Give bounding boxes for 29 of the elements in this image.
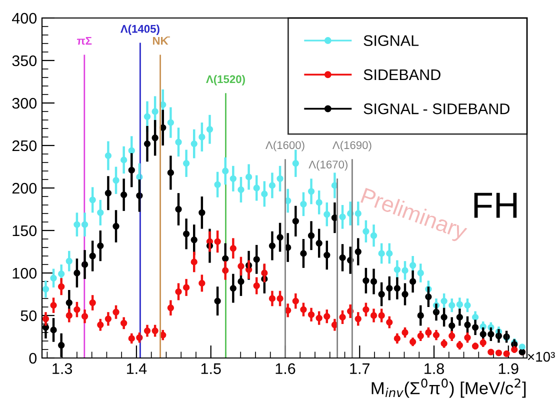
legend-label: SIGNAL xyxy=(364,35,419,46)
ref-line-label: Λ(1600) xyxy=(266,140,304,152)
y-tick-label: 150 xyxy=(12,225,37,236)
ref-line-label: πΣ xyxy=(77,36,92,45)
ref-line-label: Λ(1405) xyxy=(120,24,160,35)
x-tick-label: 1.8 xyxy=(424,363,444,374)
y-tick-label: 50 xyxy=(20,310,37,322)
y-tick-label: 0 xyxy=(29,352,37,364)
y-tick-label: 300 xyxy=(12,98,37,109)
y-tick-label: 400 xyxy=(12,12,37,24)
legend-label: SIGNAL - SIDEBAND xyxy=(364,103,510,114)
annotation: FH xyxy=(474,192,517,218)
y-tick-label: 100 xyxy=(12,268,37,279)
ref-line-label: Λ(1520) xyxy=(206,74,245,86)
ref-line-label: Λ(1690) xyxy=(332,140,372,152)
x-tick-label: 1.6 xyxy=(276,363,296,374)
x-tick-label: 1.7 xyxy=(350,363,370,374)
y-tick-label: 200 xyxy=(12,182,37,194)
y-tick-label: 250 xyxy=(12,140,37,152)
ref-line-label: NK̄ xyxy=(152,36,170,45)
y-tick-label: 350 xyxy=(12,55,37,66)
x-tick-label: 1.5 xyxy=(201,363,221,374)
text: ×10³ xyxy=(528,352,555,362)
ref-line-label: Λ(1670) xyxy=(308,160,348,171)
x-tick-label: 1.9 xyxy=(498,363,518,374)
legend-label: SIDEBAND xyxy=(364,69,440,80)
x-tick-label: 1.3 xyxy=(52,363,72,374)
text: M$_{inv}$(Σ$^{0}$π$^{0}$) [MeV/c$^{2}$] xyxy=(372,378,526,398)
x-tick-label: 1.4 xyxy=(127,363,147,374)
